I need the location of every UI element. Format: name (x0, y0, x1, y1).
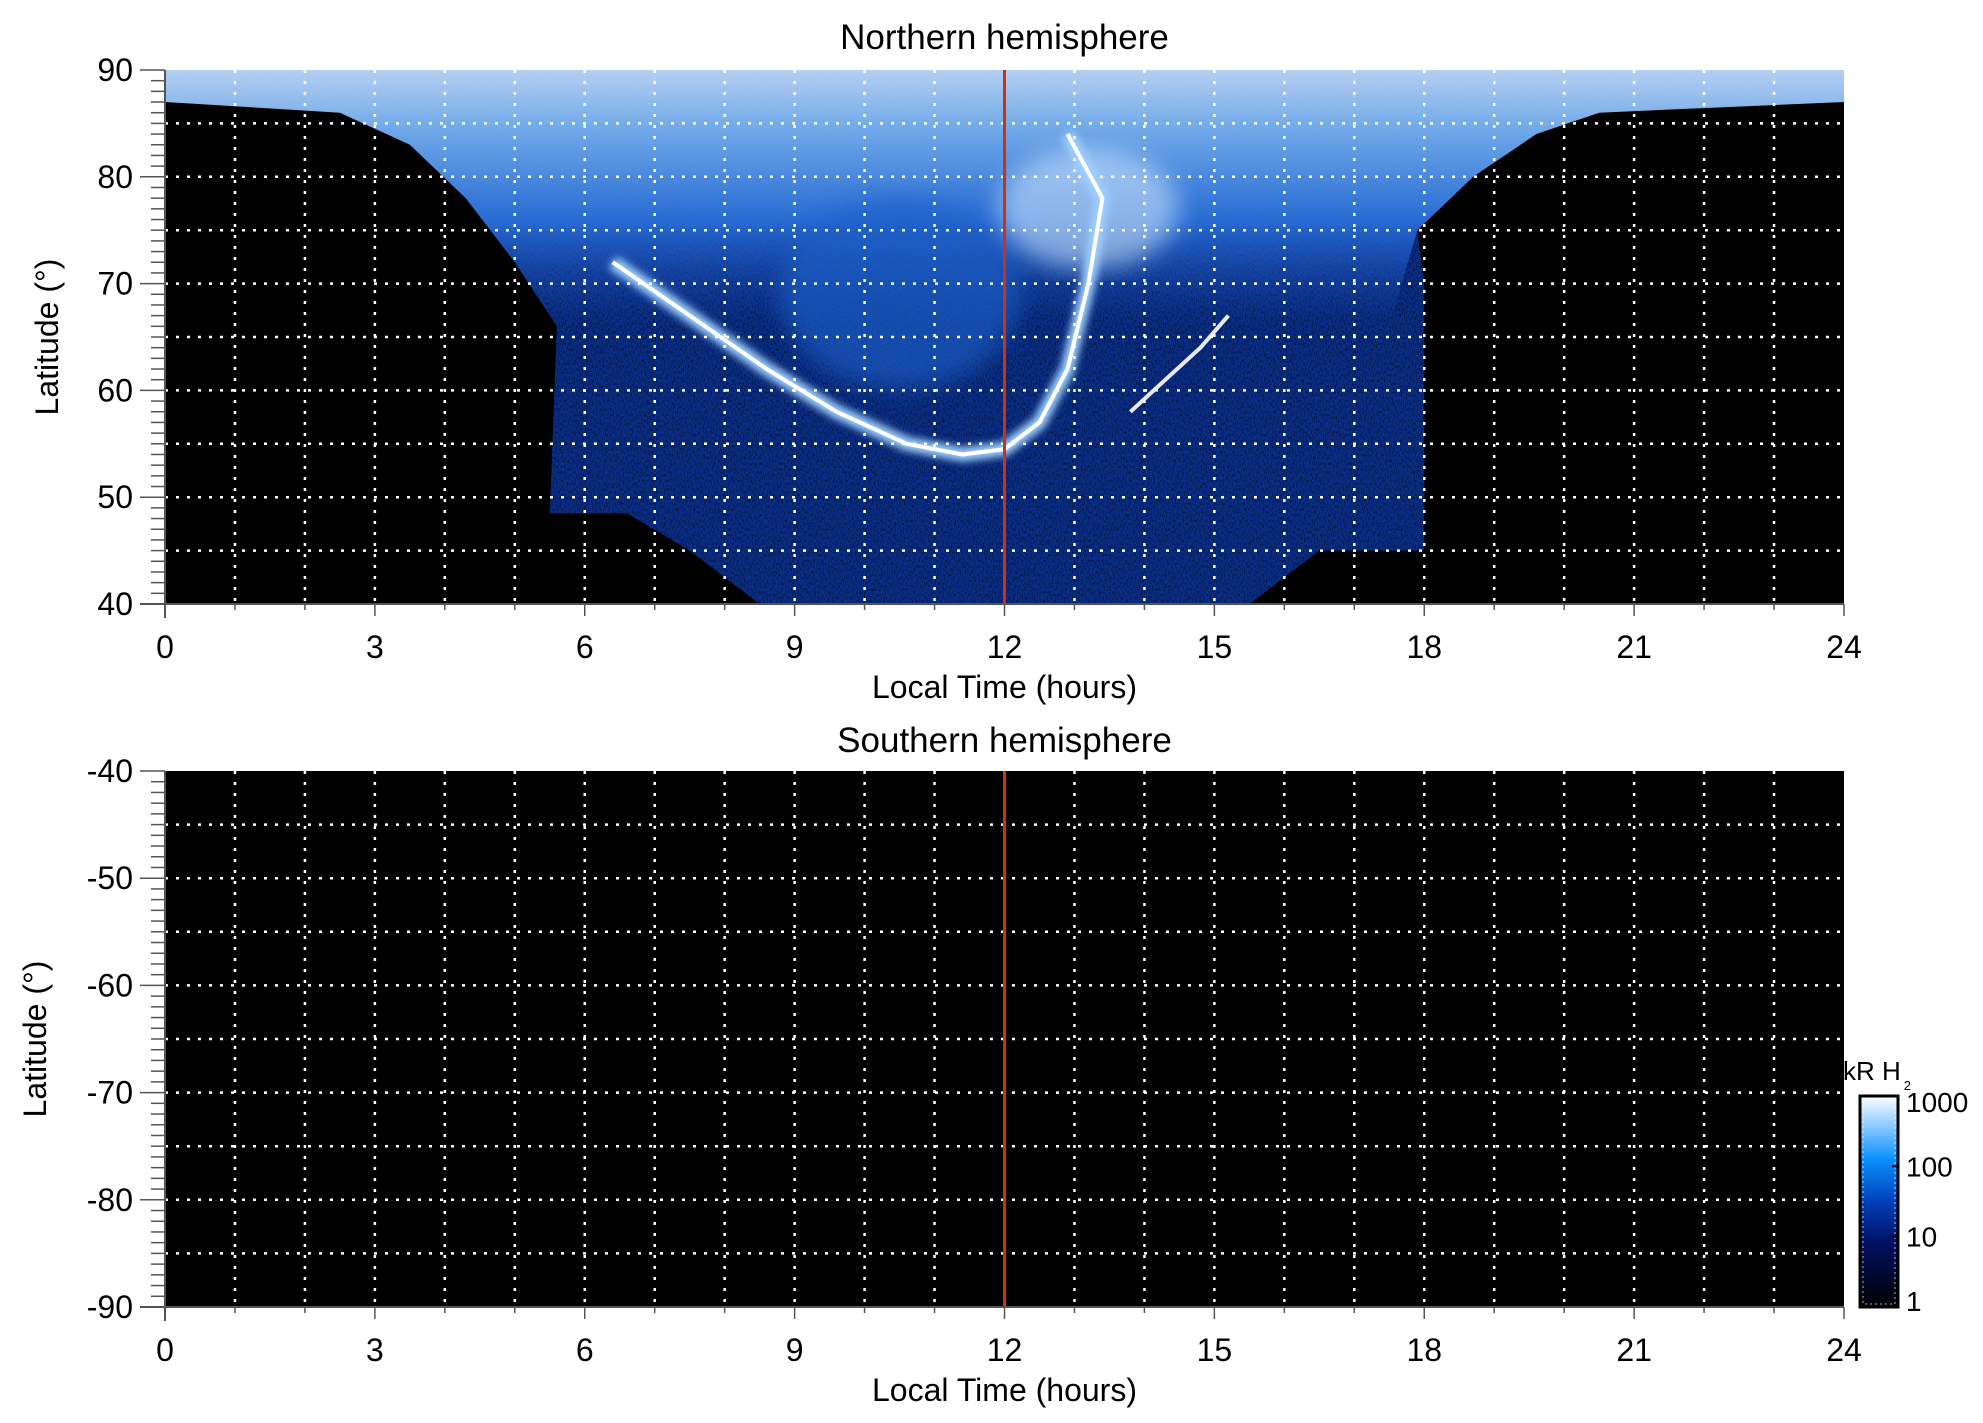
y-tick-label: -40 (87, 753, 133, 789)
x-tick-label: 0 (156, 629, 174, 665)
x-tick-label: 21 (1616, 629, 1652, 665)
y-tick-label: 70 (97, 266, 133, 302)
x-tick-label: 3 (366, 629, 384, 665)
x-tick-label: 0 (156, 1332, 174, 1368)
x-tick-label: 9 (786, 629, 804, 665)
panel-title: Northern hemisphere (840, 18, 1169, 57)
colorbar-tick-label: 1000 (1906, 1087, 1968, 1118)
x-tick-label: 12 (987, 1332, 1023, 1368)
colorbar-tick-label: 10 (1906, 1222, 1937, 1253)
x-tick-label: 9 (786, 1332, 804, 1368)
dayside-bright-region (998, 148, 1179, 269)
x-tick-label: 24 (1826, 1332, 1862, 1368)
y-tick-label: 60 (97, 372, 133, 408)
secondary-arc (1129, 314, 1230, 414)
x-axis-label: Local Time (hours) (872, 1372, 1137, 1408)
y-tick-label: -70 (87, 1075, 133, 1111)
y-axis-label: Latitude (°) (29, 259, 65, 416)
x-tick-label: 6 (576, 1332, 594, 1368)
y-axis-label: Latitude (°) (17, 961, 53, 1118)
x-tick-label: 12 (987, 629, 1023, 665)
southern-panel: 0 3 6 9 12 15 18 21 24 -40 -50 -60 -70 -80 -90 Southern… (17, 721, 1862, 1408)
y-tick-label: -50 (87, 860, 133, 896)
colorbar-tick-label: 1 (1906, 1286, 1922, 1317)
x-tick-label: 15 (1197, 629, 1233, 665)
y-tick-label: 90 (97, 52, 133, 88)
x-tick-label: 18 (1406, 629, 1442, 665)
x-tick-label: 24 (1826, 629, 1862, 665)
northern-panel: 0 3 6 9 12 15 18 21 24 40 50 60 70 80 90 Northern hemis… (29, 18, 1862, 705)
y-tick-label: -60 (87, 967, 133, 1003)
colorbar-label: kR H (1843, 1056, 1901, 1086)
colorbar-tick-label: 100 (1906, 1151, 1953, 1182)
y-tick-label: 40 (97, 586, 133, 622)
colorbar-label-subscript: 2 (1904, 1078, 1911, 1093)
y-tick-label: -80 (87, 1182, 133, 1218)
y-tick-label: -90 (87, 1289, 133, 1325)
colorbar-gradient (1858, 1094, 1900, 1309)
x-tick-label: 21 (1616, 1332, 1652, 1368)
x-tick-label: 15 (1197, 1332, 1233, 1368)
colorbar-inner-border (1862, 1098, 1896, 1305)
y-tick-label: 80 (97, 159, 133, 195)
panel-title: Southern hemisphere (837, 721, 1172, 760)
polar-cap-interior (779, 199, 1020, 390)
main-oval-arc (611, 133, 1105, 457)
x-tick-label: 6 (576, 629, 594, 665)
y-tick-label: 50 (97, 479, 133, 515)
x-axis-label: Local Time (hours) (872, 669, 1137, 705)
x-tick-label: 3 (366, 1332, 384, 1368)
x-tick-label: 18 (1406, 1332, 1442, 1368)
